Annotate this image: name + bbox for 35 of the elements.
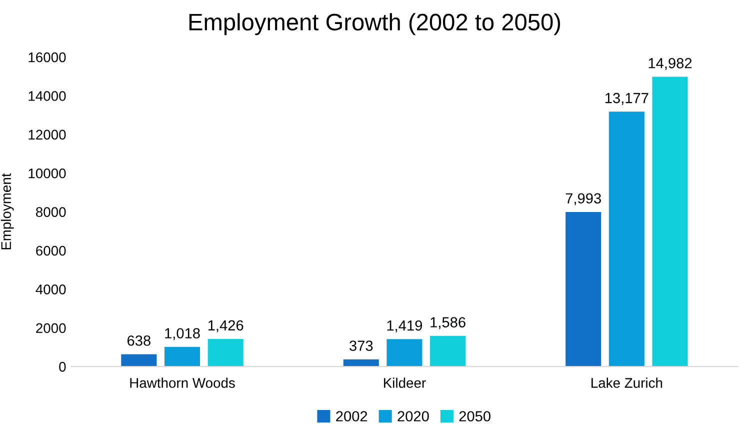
data-label: 1,426 (208, 320, 244, 332)
data-label: 14,982 (648, 58, 692, 70)
data-label: 1,419 (387, 320, 422, 332)
bar (343, 359, 379, 367)
bar (430, 336, 466, 367)
y-tick-label: 2000 (36, 323, 66, 334)
y-tick-label: 6000 (36, 246, 66, 256)
data-label: 13,177 (605, 92, 648, 105)
bar (608, 112, 644, 367)
data-label: 373 (350, 340, 373, 351)
legend-label: 2020 (398, 411, 429, 422)
x-tick-label: Hawthorn Woods (130, 378, 235, 388)
data-label: 1,586 (430, 317, 466, 330)
y-tick-label: 16000 (28, 52, 66, 62)
y-tick-label: 8000 (36, 207, 66, 217)
y-axis-title: Employment (0, 173, 14, 250)
bar (164, 346, 200, 367)
bar (121, 354, 157, 367)
bar (386, 339, 422, 367)
y-tick-label: 10000 (28, 168, 66, 178)
y-tick-label: 12000 (28, 130, 66, 140)
legend-label: 2002 (336, 411, 368, 422)
data-label: 638 (128, 335, 150, 346)
x-tick-label: Lake Zurich (592, 378, 662, 388)
bar (208, 338, 244, 367)
chart-title: Employment Growth (2002 to 2050) (189, 13, 560, 36)
y-tick-label: 4000 (36, 284, 66, 294)
y-tick-label: 0 (59, 362, 66, 372)
y-tick-label: 14000 (28, 91, 66, 101)
x-tick-label: Kildeer (384, 378, 426, 388)
bar (566, 212, 602, 367)
bar (652, 76, 688, 367)
data-label: 7,993 (566, 193, 601, 206)
legend-label: 2050 (459, 411, 490, 422)
data-label: 1,018 (165, 328, 200, 340)
